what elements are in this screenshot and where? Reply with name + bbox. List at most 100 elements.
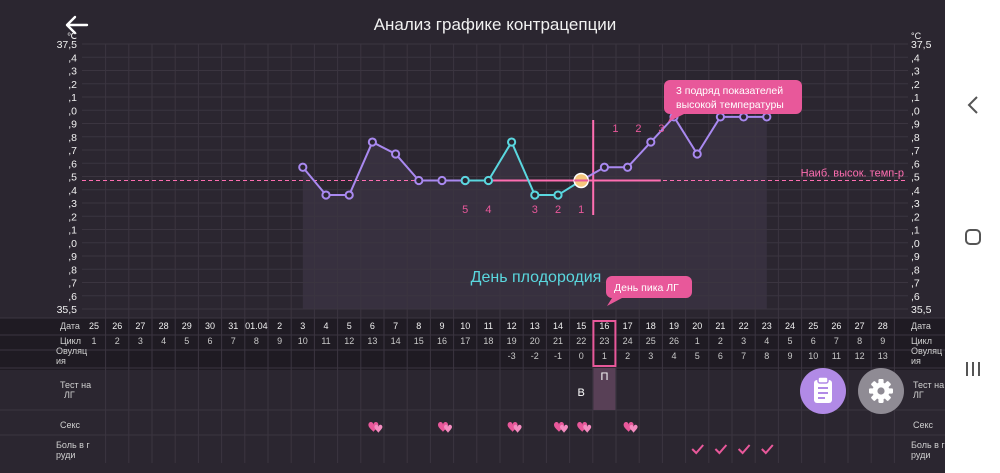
ovulation-cell: 2: [625, 351, 630, 361]
date-cell: 5: [347, 321, 352, 331]
series-2-point: [483, 175, 493, 186]
y-tick-label-right: ,4: [911, 52, 920, 64]
y-tick-label-right: ,4: [911, 185, 920, 197]
callout-bubble: [664, 80, 802, 114]
cycle-cell: 23: [599, 336, 609, 346]
cycle-cell: 2: [115, 336, 120, 346]
unit-right: °C: [911, 31, 922, 41]
y-tick-label-left: ,0: [68, 238, 77, 250]
high-count-label: 3: [658, 123, 664, 135]
y-tick-label-right: ,7: [911, 278, 920, 290]
y-tick-label-left: ,1: [68, 92, 77, 104]
y-tick-label-left: ,6: [68, 158, 77, 170]
cycle-cell: 26: [669, 336, 679, 346]
date-cell: 21: [715, 321, 725, 331]
top-bar: Анализ графике контрацепции: [0, 0, 945, 52]
row-label-ovulation: Овуляц: [56, 346, 87, 356]
row-label-pain-right: Боль в г: [911, 440, 945, 450]
nav-recents-icon[interactable]: [958, 354, 988, 384]
cycle-cell: 13: [367, 336, 377, 346]
hearts-icon: [554, 422, 568, 433]
y-tick-label-left: ,3: [68, 198, 77, 210]
y-tick-label-left: ,7: [68, 278, 77, 290]
checkmark-icon: [737, 444, 751, 455]
cycle-cell: 3: [138, 336, 143, 346]
cycle-cell: 7: [231, 336, 236, 346]
ovulation-cell: 13: [878, 351, 888, 361]
row-label-ovulation-right-2: ия: [911, 356, 921, 366]
y-tick-label-right: ,5: [911, 172, 920, 184]
heart-shape: [374, 424, 383, 433]
y-tick-label-right: ,0: [911, 238, 920, 250]
gear-icon: [869, 379, 893, 403]
page-title: Анализ графике контрацепции: [373, 15, 617, 34]
cycle-cell: 25: [646, 336, 656, 346]
y-tick-label-right: ,7: [911, 145, 920, 157]
date-cell: 12: [507, 321, 517, 331]
clipboard-icon: [814, 376, 832, 403]
heart-shape: [554, 422, 564, 432]
date-cell: 22: [739, 321, 749, 331]
date-cell: 24: [785, 321, 795, 331]
series-1-point: [414, 175, 424, 186]
ovulation-cell: 3: [648, 351, 653, 361]
nav-back-icon[interactable]: [958, 90, 988, 120]
heart-shape: [368, 422, 379, 432]
lh-peak-column: [592, 320, 617, 367]
date-cell: 25: [808, 321, 818, 331]
cycle-cell: 5: [787, 336, 792, 346]
y-tick-label-left: ,9: [68, 251, 77, 263]
nav-home-icon[interactable]: [958, 222, 988, 252]
date-cell: 27: [855, 321, 865, 331]
date-cell: 19: [669, 321, 679, 331]
hearts-icon: [368, 422, 383, 433]
notes-button[interactable]: [800, 368, 846, 414]
cycle-cell: 4: [764, 336, 769, 346]
series-1-point: [391, 149, 401, 159]
hearts-icon: [438, 422, 452, 433]
y-tick-label-right: ,1: [911, 225, 920, 237]
lh-b-mark: В: [578, 387, 585, 399]
cycle-cell: 2: [718, 336, 723, 346]
series-3-point: [646, 137, 656, 147]
cycle-cell: 20: [530, 336, 540, 346]
baseline-label: Наиб. высок. темп-р: [801, 167, 904, 179]
row-label-pain-right-2: руди: [911, 450, 930, 460]
y-tick-label-right: ,2: [911, 79, 920, 91]
ovulation-cell: 1: [602, 351, 607, 361]
series-3-point: [599, 162, 610, 172]
y-tick-label-right: 35,5: [911, 304, 932, 316]
ovulation-cell: 12: [855, 351, 865, 361]
date-cell: 14: [553, 321, 563, 331]
cycle-cell: 10: [298, 336, 308, 346]
date-cell: 13: [530, 321, 540, 331]
date-cell: 23: [762, 321, 772, 331]
y-tick-label-right: 37,5: [911, 39, 932, 51]
back-arrow-icon[interactable]: [62, 10, 92, 40]
settings-button[interactable]: [858, 368, 904, 414]
y-tick-label-left: ,7: [68, 145, 77, 157]
row-label-sex-right: Секс: [913, 420, 934, 430]
series-3-point: [623, 162, 633, 172]
cycle-cell: 4: [161, 336, 166, 346]
row-label-ovulation-right: Овуляц: [911, 346, 942, 356]
row-label-date-right: Дата: [911, 321, 931, 331]
cycle-cell: 1: [91, 336, 96, 346]
row-label-sex: Секс: [60, 420, 81, 430]
row-label-lh: Тест на: [60, 380, 91, 390]
cycle-cell: 16: [437, 336, 447, 346]
date-cell: 4: [323, 321, 328, 331]
y-tick-label-right: ,0: [911, 105, 920, 117]
y-tick-label-right: ,9: [911, 251, 920, 263]
row-label-lh-right-2: ЛГ: [913, 390, 924, 400]
series-3-point: [739, 112, 749, 122]
date-cell: 9: [439, 321, 444, 331]
cycle-cell: 21: [553, 336, 563, 346]
series-3-point: [762, 112, 772, 122]
date-cell: 26: [831, 321, 841, 331]
y-tick-label-left: ,6: [68, 291, 77, 303]
cycle-cell: 22: [576, 336, 586, 346]
date-cell: 30: [205, 321, 215, 331]
ovulation-cell: 8: [764, 351, 769, 361]
cycle-cell: 11: [321, 336, 330, 346]
